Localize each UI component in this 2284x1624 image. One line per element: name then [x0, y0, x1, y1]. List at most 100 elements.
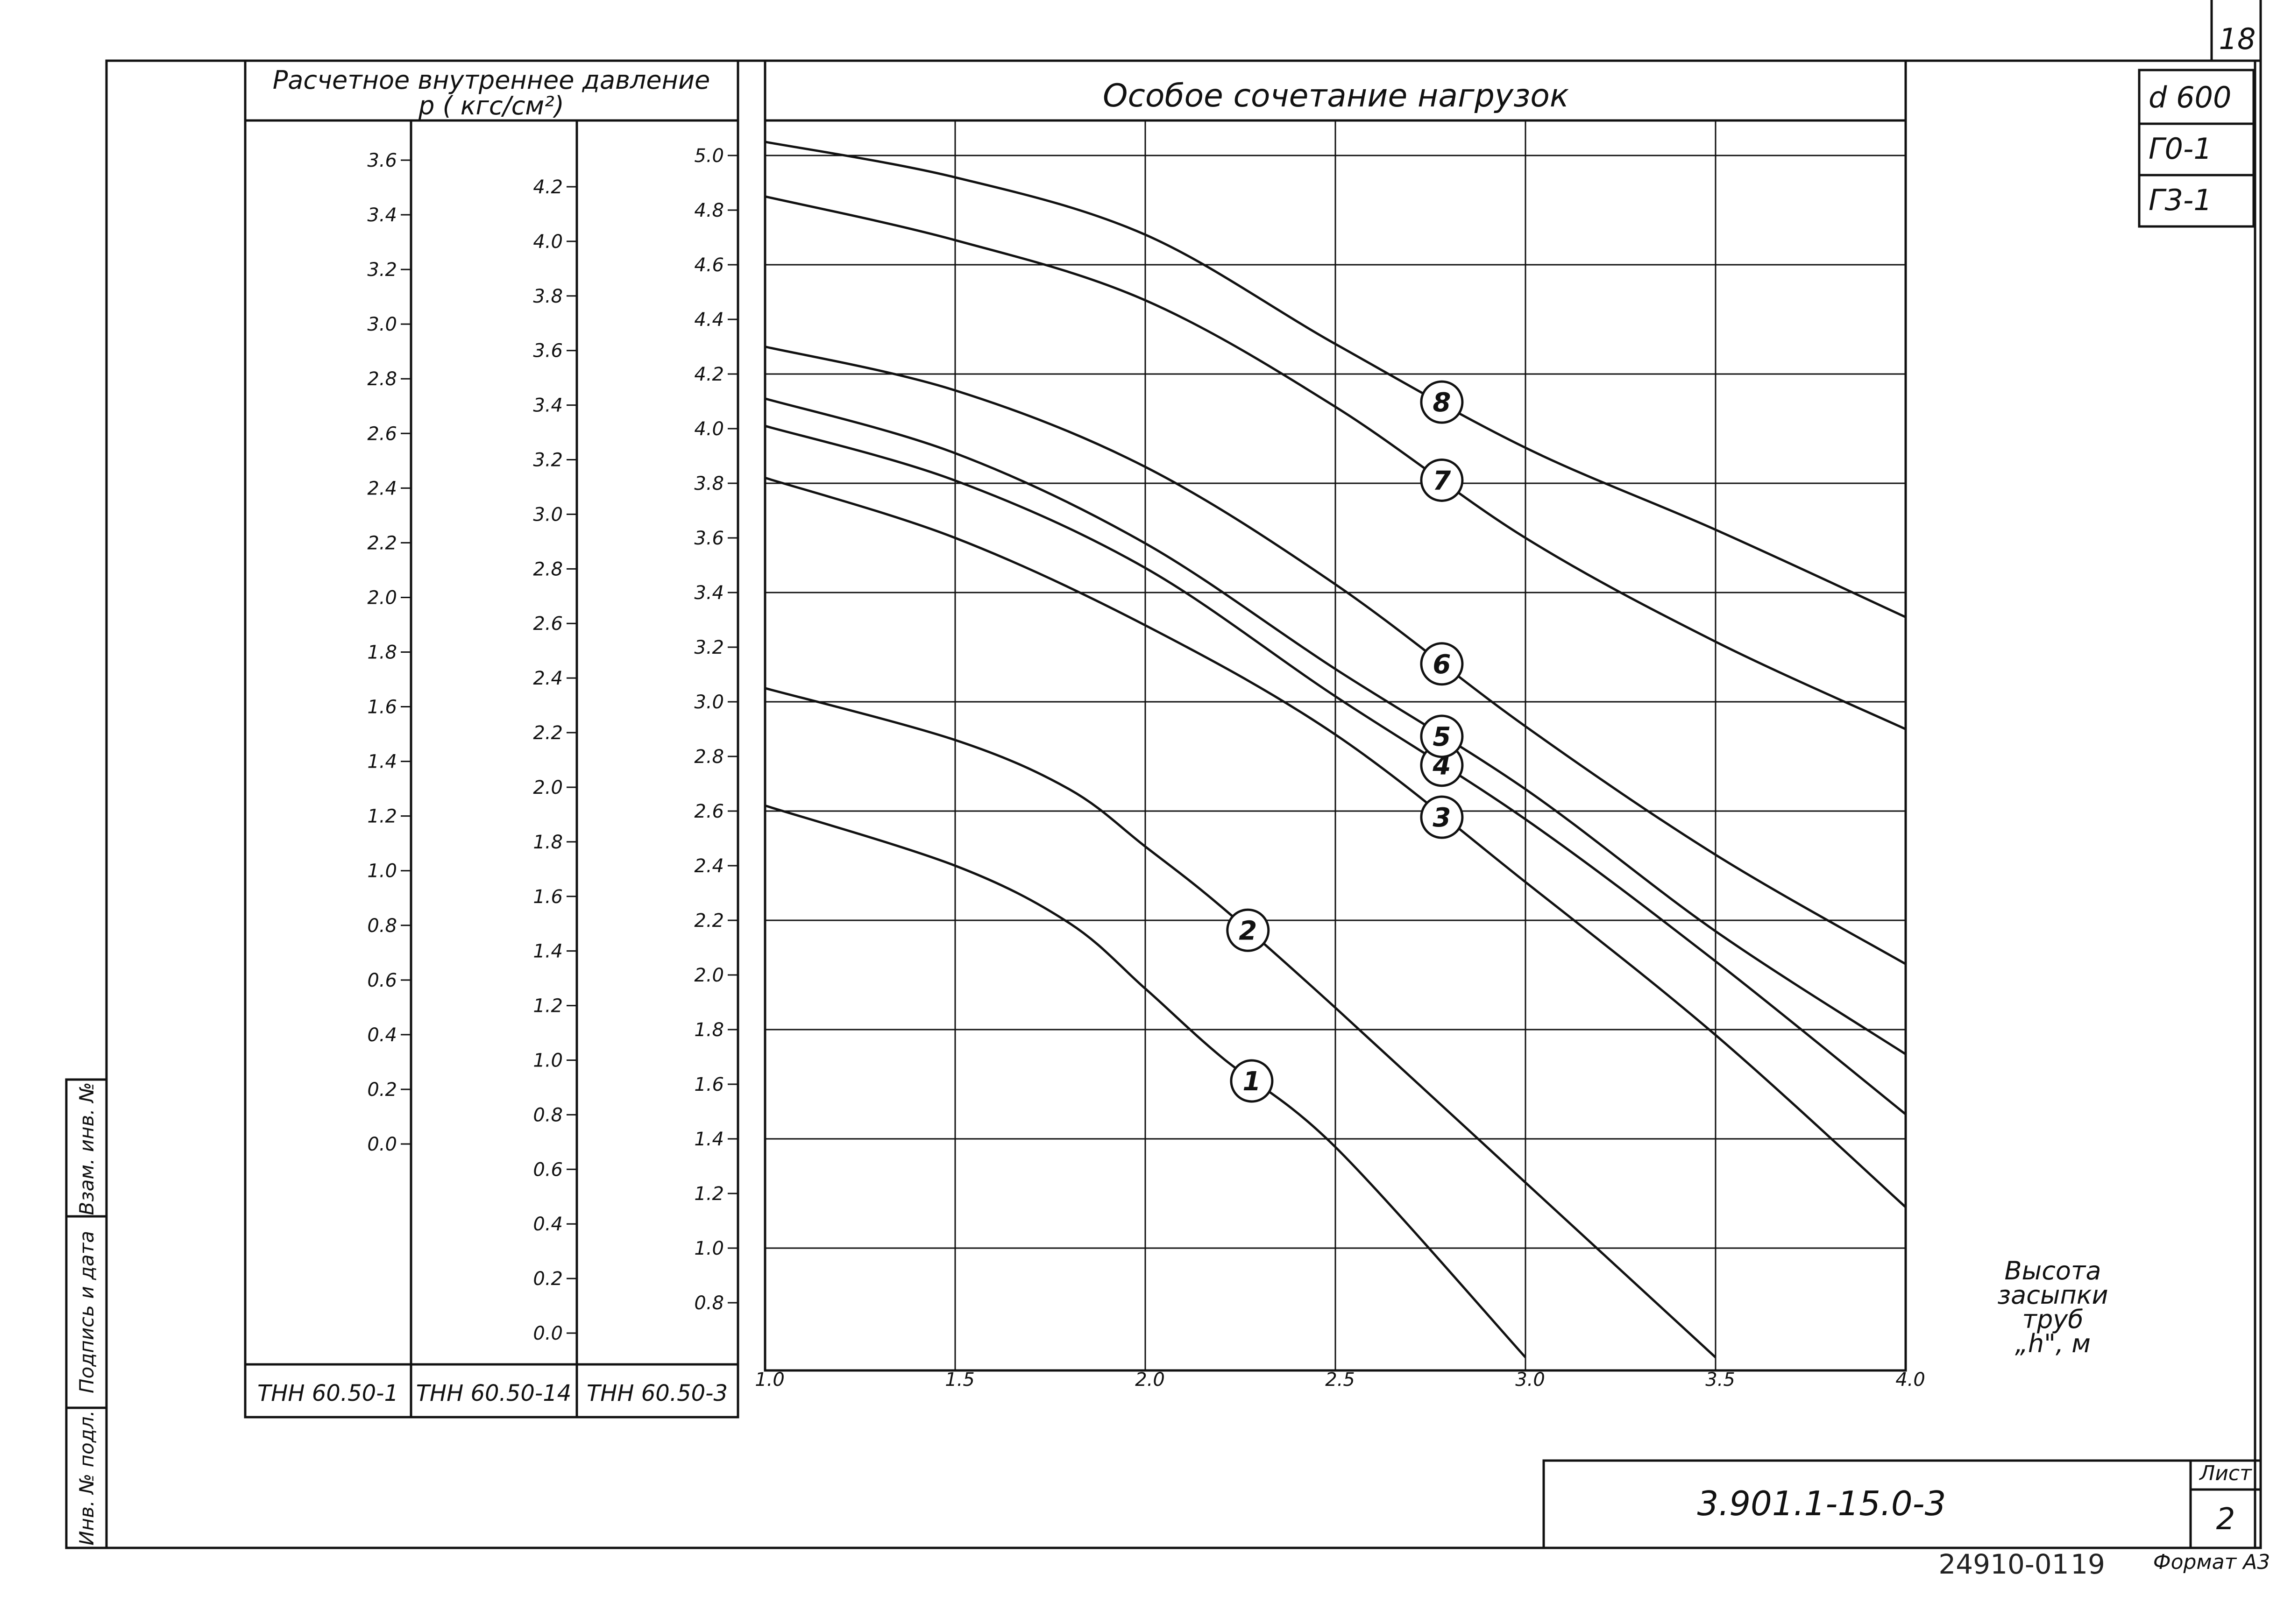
column-name: ТНН 60.50-3: [587, 1380, 728, 1406]
scale-tick-label: 2.2: [367, 532, 397, 554]
scale-tick-label: 1.8: [694, 1019, 724, 1041]
chart-frame: [764, 59, 1907, 1372]
scale-tick-label: 0.8: [533, 1104, 563, 1126]
scale-tick-label: 3.8: [533, 286, 563, 307]
scale-tick-label: 0.6: [533, 1159, 563, 1180]
chart-grid: [764, 120, 1907, 1370]
document-code: 3.901.1-15.0-3: [1697, 1484, 1946, 1523]
scale-tick-label: 1.6: [367, 697, 397, 718]
series-line-2: [765, 687, 1717, 1358]
scale-tick-label: 3.6: [694, 528, 724, 549]
format-label: Формат А3: [2153, 1550, 2270, 1574]
scale-tick-label: 3.4: [694, 582, 724, 604]
scale-tick-label: 1.6: [533, 886, 563, 908]
scale-tick-label: 4.2: [694, 364, 724, 385]
scale-tick-label: 1.0: [367, 861, 397, 882]
gamma3-label: Г3-1: [2149, 183, 2212, 217]
scale-tick-label: 0.2: [367, 1079, 397, 1101]
scale-tick-label: 4.4: [694, 309, 724, 331]
title-block: [1542, 1459, 2262, 1549]
series-line-3: [765, 476, 1907, 1208]
scale-tick-label: 5.0: [694, 145, 724, 167]
scale-tick-label: 0.4: [533, 1214, 563, 1235]
scale-tick-label: 2.6: [694, 801, 724, 822]
scale-tick-label: 0.8: [367, 915, 397, 937]
sheet-label: Лист: [2199, 1462, 2252, 1485]
scale-tick-label: 3.6: [533, 340, 563, 362]
scale-tick-label: 2.4: [694, 855, 724, 877]
sheet-number: 18: [2219, 22, 2256, 56]
gamma0-label: Г0-1: [2149, 132, 2212, 166]
archive-page: 19: [2071, 1548, 2105, 1580]
scale-tick-label: 1.0: [694, 1238, 724, 1259]
series-line-6: [765, 346, 1907, 965]
x-tick-label: 3.5: [1705, 1369, 1735, 1391]
scale-tick-label: 2.6: [367, 423, 397, 445]
scale-tick-label: 1.8: [533, 832, 563, 853]
side-inv-orig: Инв. № подл.: [75, 1410, 98, 1546]
series-label-circle: [1420, 642, 1464, 686]
scale-tick-label: 1.6: [694, 1074, 724, 1095]
scale-tick-label: 3.4: [367, 205, 397, 226]
series-label-circle: [1420, 458, 1464, 502]
x-tick-label: 2.5: [1325, 1369, 1355, 1391]
diameter-label: d 600: [2149, 80, 2231, 114]
series-label-5: 5: [1433, 722, 1451, 752]
sheet-frame: [105, 0, 2262, 1549]
series-label-circle: [1420, 714, 1464, 758]
scale-tick-label: 1.0: [533, 1050, 563, 1071]
scale-tick-label: 4.8: [694, 200, 724, 221]
scale-tick-label: 3.4: [533, 395, 563, 417]
scale-tick-label: 0.6: [367, 970, 397, 991]
scale-tick-label: 1.4: [694, 1129, 724, 1150]
x-tick-label: 4.0: [1895, 1369, 1925, 1391]
archive-number: 24910-01: [1938, 1548, 2069, 1580]
scale-tick-label: 3.2: [367, 259, 397, 281]
series-line-5: [765, 397, 1907, 1055]
scale-tick-label: 2.6: [533, 613, 563, 635]
scale-tick-label: 2.2: [533, 722, 563, 744]
series-label-circle: [1420, 380, 1464, 424]
scale-tick-label: 3.0: [367, 314, 397, 335]
column-name: ТНН 60.50-1: [257, 1380, 398, 1406]
series-line-4: [765, 424, 1907, 1116]
series-line-1: [765, 804, 1526, 1358]
scale-tick-label: 3.0: [694, 692, 724, 713]
scale-tick-label: 2.4: [367, 478, 397, 499]
scale-tick-label: 3.6: [367, 150, 397, 171]
series-lines: [765, 141, 1907, 1358]
scale-tick-label: 4.6: [694, 254, 724, 276]
scale-tick-label: 2.4: [533, 668, 563, 689]
scale-tick-label: 4.0: [533, 231, 563, 253]
series-label-circle: [1230, 1059, 1274, 1103]
x-tick-labels: 1.0 1.5 2.0 2.5 3.0 3.5 4.0: [755, 1369, 1925, 1391]
series-label-2: 2: [1239, 916, 1257, 946]
side-signature-date: Подпись и дата: [75, 1231, 98, 1393]
top-right-stamp: [2138, 69, 2255, 228]
pressure-table-frame: [244, 59, 739, 1419]
x-tick-label: 1.0: [755, 1369, 785, 1391]
x-tick-label: 2.0: [1135, 1369, 1165, 1391]
pressure-header-line1: Расчетное внутреннее давление: [273, 65, 710, 95]
series-label-1: 1: [1242, 1066, 1261, 1097]
scale-tick-label: 2.0: [533, 777, 563, 798]
x-tick-label: 3.0: [1515, 1369, 1545, 1391]
scale-tick-label: 2.2: [694, 910, 724, 932]
scale-tick-label: 3.2: [533, 450, 563, 471]
scale-tick-label: 1.4: [533, 941, 563, 962]
scale-tick-label: 0.4: [367, 1024, 397, 1046]
chart-title: Особое сочетание нагрузок: [1103, 78, 1569, 114]
series-label-6: 6: [1433, 650, 1451, 680]
scale-tick-label: 4.2: [533, 177, 563, 198]
series-label-circle: [1226, 908, 1270, 952]
series-label-circle: [1420, 795, 1464, 839]
scale-tick-label: 3.2: [694, 637, 724, 658]
series-line-7: [765, 195, 1907, 730]
scale-tick-label: 1.2: [367, 806, 397, 827]
scale-tick-label: 2.0: [367, 587, 397, 608]
series-label-8: 8: [1433, 388, 1451, 418]
scale-tick-label: 1.8: [367, 642, 397, 664]
scale-tick-label: 0.0: [533, 1323, 563, 1344]
scale-tick-label: 0.0: [367, 1134, 397, 1155]
